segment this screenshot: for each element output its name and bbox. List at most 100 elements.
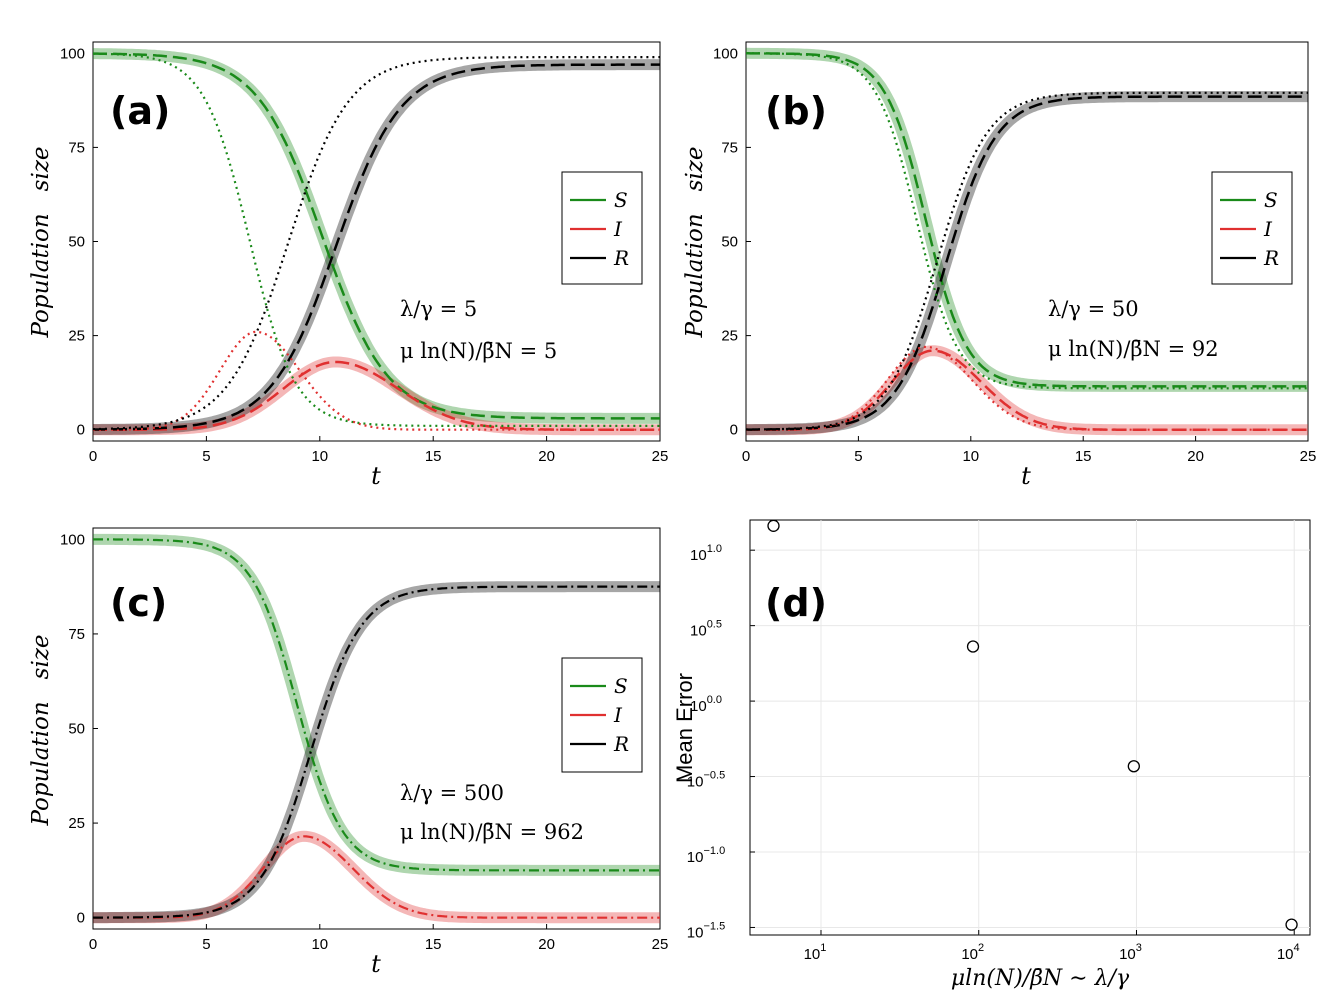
x-tick-label: 101 (804, 942, 827, 963)
x-tick-base: 10 (1277, 946, 1294, 963)
series-S-dashdot (93, 538, 660, 872)
x-axis-label: t (371, 950, 381, 978)
y-axis-label: Mean Error (672, 673, 697, 783)
y-tick-label: 75 (68, 626, 85, 643)
y-axis-label: Population size (28, 634, 54, 826)
panel-label: (c) (110, 581, 167, 625)
y-tick-base: 10 (687, 924, 704, 941)
legend-label-I: I (613, 217, 623, 241)
data-point (966, 640, 980, 653)
y-tick-exponent: 0.0 (707, 694, 722, 706)
legend: SIR (1211, 171, 1293, 285)
x-tick-label: 0 (89, 448, 97, 465)
x-tick-label: 5 (854, 448, 862, 465)
legend-label-I: I (1263, 217, 1273, 241)
x-tick-exponent: 2 (978, 942, 984, 954)
y-tick-label: 25 (721, 328, 738, 345)
y-tick-exponent: −1.0 (703, 845, 725, 857)
legend-label-I: I (613, 703, 623, 727)
y-tick-label: 0 (730, 422, 738, 439)
x-tick-label: 25 (652, 448, 669, 465)
y-tick-label: 100.5 (690, 619, 722, 640)
y-tick-label: 25 (68, 815, 85, 832)
plot-frame (749, 519, 1311, 936)
x-axis-label: t (371, 462, 381, 490)
legend-label-R: R (1263, 246, 1279, 270)
y-tick-label: 100 (713, 45, 738, 62)
annotation-ratio: λ/γ = 5 (400, 297, 477, 321)
panel-label: (b) (765, 89, 827, 133)
x-tick-base: 10 (1119, 946, 1136, 963)
y-tick-base: 10 (690, 698, 707, 715)
legend: SIR (561, 657, 643, 773)
y-tick-label: 0 (77, 910, 85, 927)
y-tick-label: 50 (721, 234, 738, 251)
series-I-dotted (746, 345, 1308, 431)
legend-label-R: R (613, 732, 629, 756)
annotation-mu: μ ln(N)/β̄N = 962 (400, 820, 584, 844)
y-tick-base: 10 (687, 774, 704, 791)
x-tick-label: 0 (742, 448, 750, 465)
data-point (767, 519, 780, 532)
annotation-ratio: λ/γ = 50 (1048, 297, 1139, 321)
y-tick-base: 10 (687, 849, 704, 866)
y-tick-exponent: −1.5 (703, 920, 725, 932)
legend-label-S: S (614, 674, 628, 698)
x-tick-label: 15 (425, 448, 442, 465)
x-tick-label: 15 (1075, 448, 1092, 465)
annotation-mu: μ ln(N)/β̄N = 5 (400, 339, 557, 363)
y-tick-label: 50 (68, 234, 85, 251)
series-S-dashed (93, 52, 660, 420)
series-I-dotted (93, 330, 660, 431)
y-tick-exponent: −0.5 (703, 770, 725, 782)
y-tick-label: 10−1.5 (687, 920, 725, 941)
x-tick-label: 20 (538, 936, 555, 953)
y-tick-label: 10−0.5 (687, 770, 725, 791)
legend: SIR (561, 171, 643, 285)
y-tick-base: 10 (690, 547, 707, 564)
series-I-dashed (93, 360, 660, 431)
data-point (1127, 760, 1140, 773)
x-tick-label: 20 (538, 448, 555, 465)
x-tick-exponent: 1 (820, 942, 826, 954)
y-tick-exponent: 1.0 (707, 543, 722, 555)
y-axis-label: Population size (28, 146, 54, 338)
series-R-dashed (93, 63, 660, 431)
series-R-dashdot (93, 585, 660, 919)
panel-label: (d) (765, 581, 827, 625)
legend-label-S: S (614, 188, 628, 212)
x-tick-base: 10 (961, 946, 978, 963)
x-tick-label: 25 (1300, 448, 1317, 465)
y-tick-label: 100 (60, 45, 85, 62)
series-S-dotted (93, 52, 660, 427)
annotation-ratio: λ/γ = 500 (400, 781, 504, 805)
x-tick-label: 5 (202, 936, 210, 953)
x-tick-base: 10 (804, 946, 821, 963)
x-tick-label: 104 (1277, 942, 1300, 963)
series-R-dotted (746, 91, 1308, 431)
legend-label-R: R (613, 246, 629, 270)
y-tick-label: 100 (60, 531, 85, 548)
x-tick-label: 5 (202, 448, 210, 465)
x-tick-label: 103 (1119, 942, 1142, 963)
y-tick-label: 100.0 (690, 694, 722, 715)
x-axis-label: μln(N)/β̄N ∼ λ/γ (951, 966, 1130, 991)
y-tick-label: 101.0 (690, 543, 722, 564)
y-tick-label: 75 (68, 139, 85, 156)
series-S-dashed (746, 52, 1308, 388)
data-point (1285, 918, 1298, 931)
series-R-dashed (746, 95, 1308, 431)
x-tick-label: 20 (1187, 448, 1204, 465)
y-tick-base: 10 (690, 623, 707, 640)
y-tick-exponent: 0.5 (707, 619, 722, 631)
x-tick-label: 0 (89, 936, 97, 953)
y-tick-label: 50 (68, 721, 85, 738)
y-tick-label: 75 (721, 139, 738, 156)
annotation-mu: μ ln(N)/β̄N = 92 (1048, 337, 1219, 361)
x-tick-exponent: 4 (1294, 942, 1300, 954)
x-tick-label: 15 (425, 936, 442, 953)
panel-label: (a) (110, 89, 170, 133)
y-tick-label: 25 (68, 328, 85, 345)
